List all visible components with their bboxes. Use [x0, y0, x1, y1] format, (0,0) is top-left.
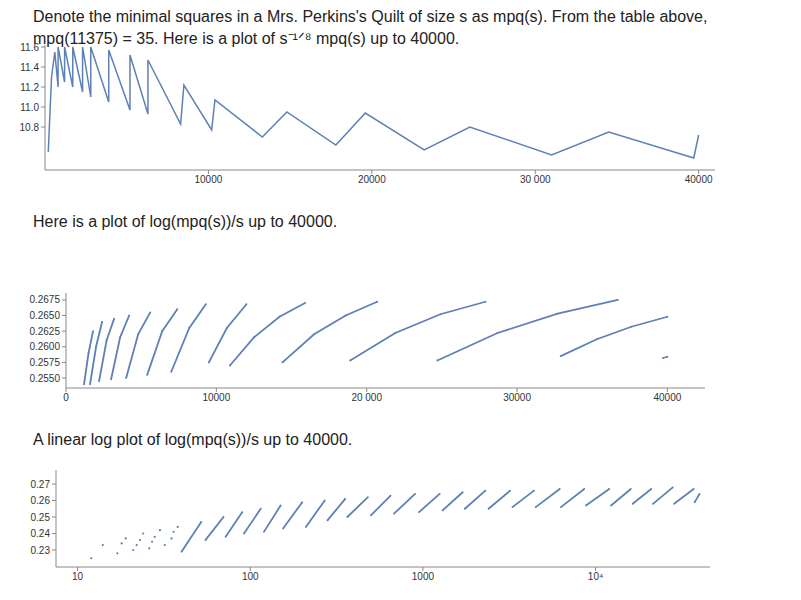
svg-text:20000: 20000 — [358, 174, 386, 185]
html-text:A linear log plot of log(mpq(s: A linear log plot of log(mpq(s))/s up to… — [33, 431, 353, 448]
svg-text:0.25: 0.25 — [31, 512, 51, 523]
svg-text:1000: 1000 — [412, 571, 435, 582]
svg-text:100: 100 — [242, 571, 259, 582]
svg-text:0.2675: 0.2675 — [29, 294, 60, 305]
svg-text:10.8: 10.8 — [20, 122, 40, 133]
svg-text:0.2550: 0.2550 — [29, 373, 60, 384]
svg-text:0.24: 0.24 — [31, 528, 51, 539]
svg-text:40000: 40000 — [654, 392, 682, 403]
svg-text:11.6: 11.6 — [20, 42, 39, 53]
svg-text:10: 10 — [72, 571, 84, 582]
svg-text:0.26: 0.26 — [31, 495, 51, 506]
svg-text:0: 0 — [63, 392, 69, 403]
svg-text:0.2575: 0.2575 — [29, 357, 60, 368]
html-text:Here is a plot of log(mpq(s))/: Here is a plot of log(mpq(s))/s up to 40… — [33, 213, 338, 230]
svg-text:10000: 10000 — [195, 174, 223, 185]
svg-text:40000: 40000 — [685, 174, 713, 185]
svg-text:30000: 30000 — [503, 392, 531, 403]
svg-text:20 000: 20 000 — [351, 392, 382, 403]
svg-text:0.2625: 0.2625 — [29, 326, 60, 337]
svg-text:0.2600: 0.2600 — [29, 341, 60, 352]
svg-text:30 000: 30 000 — [520, 174, 551, 185]
svg-text:10000: 10000 — [202, 392, 230, 403]
svg-text:10⁴: 10⁴ — [588, 571, 603, 582]
svg-text:0.23: 0.23 — [31, 545, 51, 556]
svg-text:11.2: 11.2 — [20, 82, 39, 93]
svg-text:11.4: 11.4 — [20, 62, 39, 73]
html-text:Denote the minimal squares in: Denote the minimal squares in a Mrs. Per… — [33, 8, 708, 47]
svg-text:0.27: 0.27 — [31, 479, 51, 490]
svg-text:0.2650: 0.2650 — [29, 310, 60, 321]
svg-text:11.0: 11.0 — [20, 102, 39, 113]
